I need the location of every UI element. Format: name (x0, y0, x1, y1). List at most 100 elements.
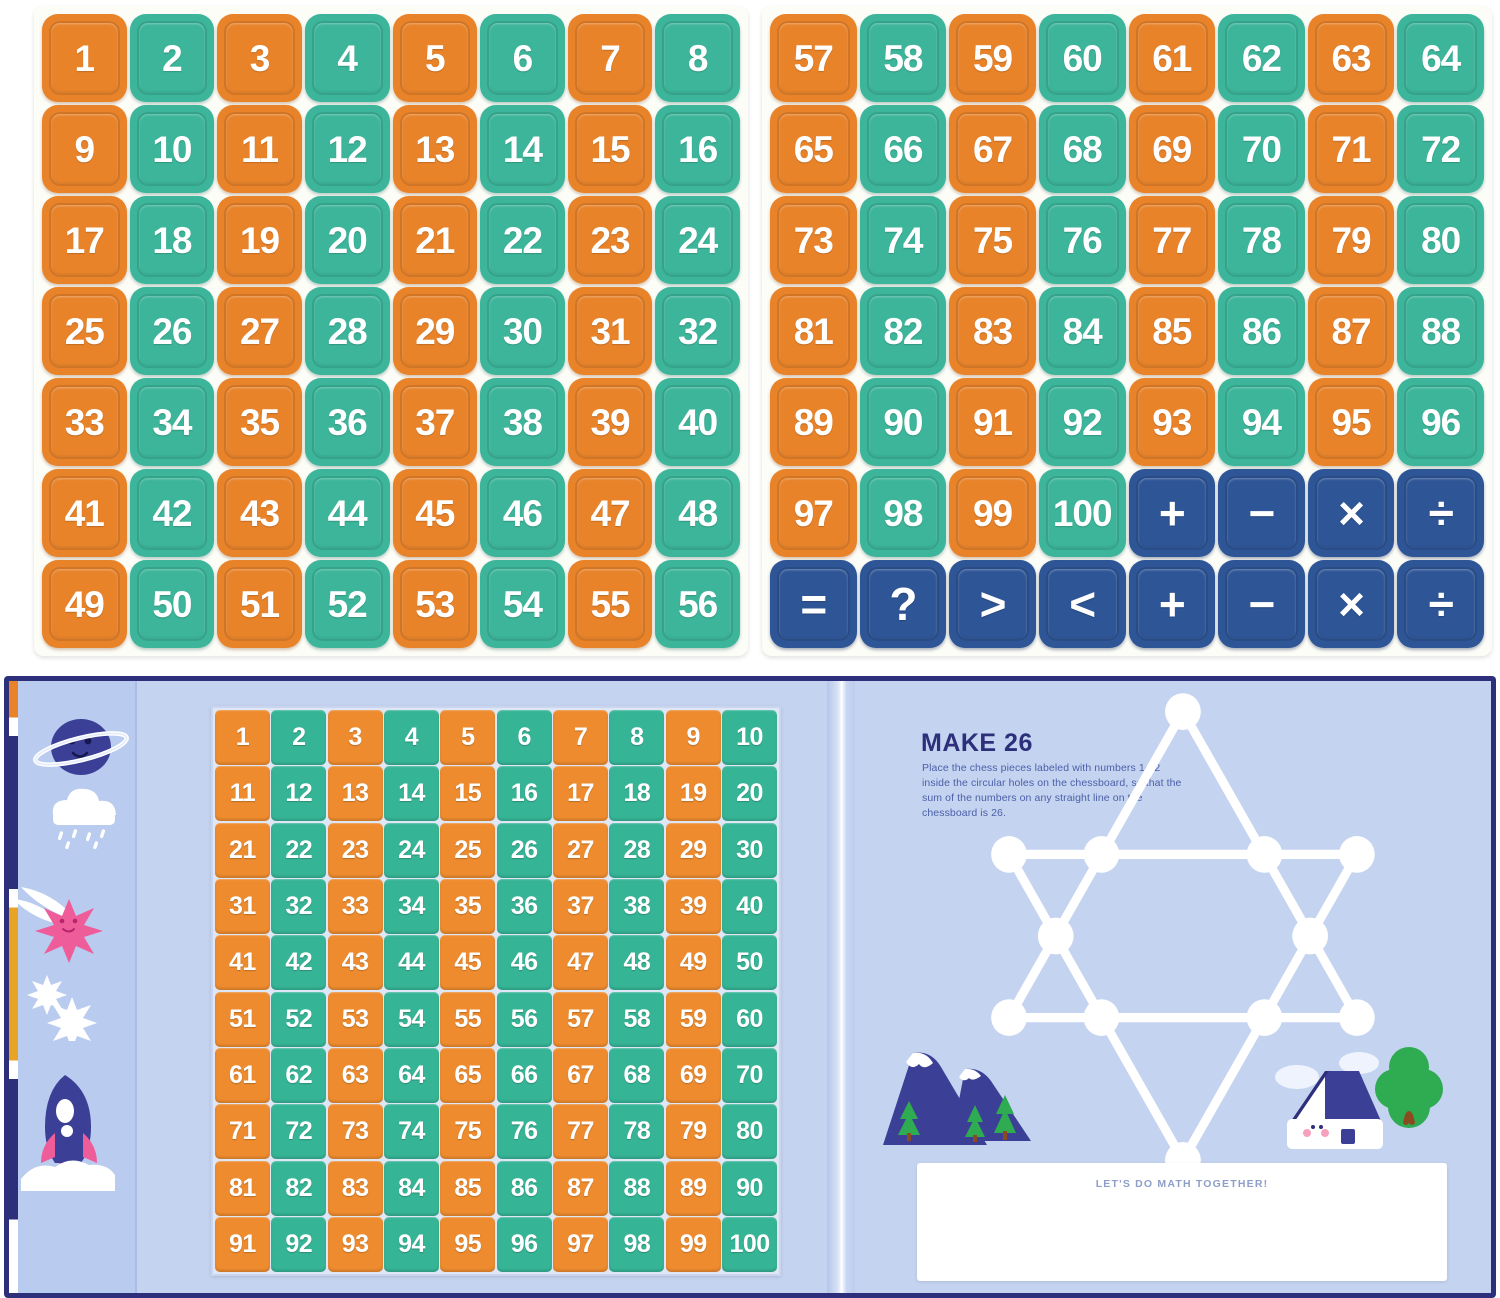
chart-tile-81[interactable]: 81 (215, 1160, 270, 1216)
tile-1[interactable]: 1 (42, 14, 127, 102)
chart-tile-20[interactable]: 20 (722, 766, 777, 822)
tile-<[interactable]: < (1038, 560, 1126, 648)
chart-tile-97[interactable]: 97 (553, 1217, 608, 1272)
chart-tile-89[interactable]: 89 (665, 1160, 721, 1216)
chart-tile-53[interactable]: 53 (327, 991, 383, 1047)
tile-27[interactable]: 27 (217, 287, 302, 375)
chart-tile-1[interactable]: 1 (215, 710, 270, 765)
chart-tile-30[interactable]: 30 (722, 822, 777, 878)
tile-41[interactable]: 41 (42, 469, 127, 557)
chart-tile-7[interactable]: 7 (553, 710, 608, 765)
chart-tile-88[interactable]: 88 (609, 1160, 665, 1216)
chart-tile-43[interactable]: 43 (327, 935, 383, 991)
chart-tile-31[interactable]: 31 (215, 879, 270, 934)
tile-÷[interactable]: ÷ (1397, 469, 1484, 557)
tile-72[interactable]: 72 (1397, 105, 1484, 193)
chart-tile-87[interactable]: 87 (553, 1160, 608, 1216)
tile-81[interactable]: 81 (770, 287, 857, 375)
chart-tile-3[interactable]: 3 (327, 710, 383, 765)
tile-69[interactable]: 69 (1128, 105, 1216, 193)
tile-79[interactable]: 79 (1307, 196, 1395, 284)
tile-65[interactable]: 65 (770, 105, 857, 193)
tile-94[interactable]: 94 (1218, 378, 1305, 466)
tile-×[interactable]: × (1307, 560, 1395, 648)
chart-tile-73[interactable]: 73 (327, 1104, 383, 1160)
tile-8[interactable]: 8 (655, 14, 740, 102)
tile-4[interactable]: 4 (304, 14, 390, 102)
chart-tile-27[interactable]: 27 (553, 822, 608, 878)
tile-67[interactable]: 67 (949, 105, 1036, 193)
tile-38[interactable]: 38 (480, 378, 565, 466)
tile-2[interactable]: 2 (129, 14, 215, 102)
chart-tile-61[interactable]: 61 (215, 1048, 270, 1103)
tile-92[interactable]: 92 (1038, 378, 1126, 466)
tile-10[interactable]: 10 (129, 105, 215, 193)
tile-70[interactable]: 70 (1218, 105, 1305, 193)
tile-100[interactable]: 100 (1038, 469, 1126, 557)
chart-tile-93[interactable]: 93 (327, 1217, 383, 1272)
tile-91[interactable]: 91 (949, 378, 1036, 466)
chart-tile-66[interactable]: 66 (496, 1048, 552, 1103)
tile-−[interactable]: − (1218, 469, 1305, 557)
chart-tile-47[interactable]: 47 (553, 935, 608, 991)
chart-tile-85[interactable]: 85 (440, 1160, 496, 1216)
tile-29[interactable]: 29 (392, 287, 478, 375)
chart-tile-60[interactable]: 60 (722, 991, 777, 1047)
tile-64[interactable]: 64 (1397, 14, 1484, 102)
tile-?[interactable]: ? (859, 560, 947, 648)
chart-tile-75[interactable]: 75 (440, 1104, 496, 1160)
tile-36[interactable]: 36 (304, 378, 390, 466)
chart-tile-4[interactable]: 4 (384, 710, 439, 765)
chart-tile-57[interactable]: 57 (553, 991, 608, 1047)
chart-tile-99[interactable]: 99 (665, 1217, 721, 1272)
tile-19[interactable]: 19 (217, 196, 302, 284)
tile-60[interactable]: 60 (1038, 14, 1126, 102)
tile-16[interactable]: 16 (655, 105, 740, 193)
chart-tile-5[interactable]: 5 (440, 710, 496, 765)
tile-71[interactable]: 71 (1307, 105, 1395, 193)
tile-78[interactable]: 78 (1218, 196, 1305, 284)
tile-20[interactable]: 20 (304, 196, 390, 284)
answer-write-box[interactable]: LET'S DO MATH TOGETHER! (917, 1163, 1447, 1281)
chart-tile-17[interactable]: 17 (553, 766, 608, 822)
tile-98[interactable]: 98 (859, 469, 947, 557)
tile-34[interactable]: 34 (129, 378, 215, 466)
chart-tile-49[interactable]: 49 (665, 935, 721, 991)
chart-tile-84[interactable]: 84 (384, 1160, 439, 1216)
chart-tile-76[interactable]: 76 (496, 1104, 552, 1160)
chart-tile-10[interactable]: 10 (722, 710, 777, 765)
tile-86[interactable]: 86 (1218, 287, 1305, 375)
tile-88[interactable]: 88 (1397, 287, 1484, 375)
tile-12[interactable]: 12 (304, 105, 390, 193)
tile-87[interactable]: 87 (1307, 287, 1395, 375)
chart-tile-92[interactable]: 92 (271, 1217, 327, 1272)
chart-tile-25[interactable]: 25 (440, 822, 496, 878)
chart-tile-74[interactable]: 74 (384, 1104, 439, 1160)
chart-tile-11[interactable]: 11 (215, 766, 270, 822)
tile-−[interactable]: − (1218, 560, 1305, 648)
chart-tile-68[interactable]: 68 (609, 1048, 665, 1103)
tile-95[interactable]: 95 (1307, 378, 1395, 466)
tile-37[interactable]: 37 (392, 378, 478, 466)
tile->[interactable]: > (949, 560, 1036, 648)
tile-18[interactable]: 18 (129, 196, 215, 284)
tile-26[interactable]: 26 (129, 287, 215, 375)
number-operator-sticker-sheet-2[interactable]: 57 58 59 60 61 62 63 64 65 66 67 68 69 70 71 72 73 74 75 76… (762, 6, 1492, 656)
tile-58[interactable]: 58 (859, 14, 947, 102)
tile-63[interactable]: 63 (1307, 14, 1395, 102)
tile-77[interactable]: 77 (1128, 196, 1216, 284)
tile-23[interactable]: 23 (567, 196, 653, 284)
chart-tile-45[interactable]: 45 (440, 935, 496, 991)
chart-tile-63[interactable]: 63 (327, 1048, 383, 1103)
chart-tile-48[interactable]: 48 (609, 935, 665, 991)
tile-99[interactable]: 99 (949, 469, 1036, 557)
tile-54[interactable]: 54 (480, 560, 565, 648)
tile-53[interactable]: 53 (392, 560, 478, 648)
tile-+[interactable]: + (1128, 469, 1216, 557)
tile-22[interactable]: 22 (480, 196, 565, 284)
tile-90[interactable]: 90 (859, 378, 947, 466)
chart-tile-23[interactable]: 23 (327, 822, 383, 878)
tile-32[interactable]: 32 (655, 287, 740, 375)
tile-=[interactable]: = (770, 560, 857, 648)
tile-15[interactable]: 15 (567, 105, 653, 193)
